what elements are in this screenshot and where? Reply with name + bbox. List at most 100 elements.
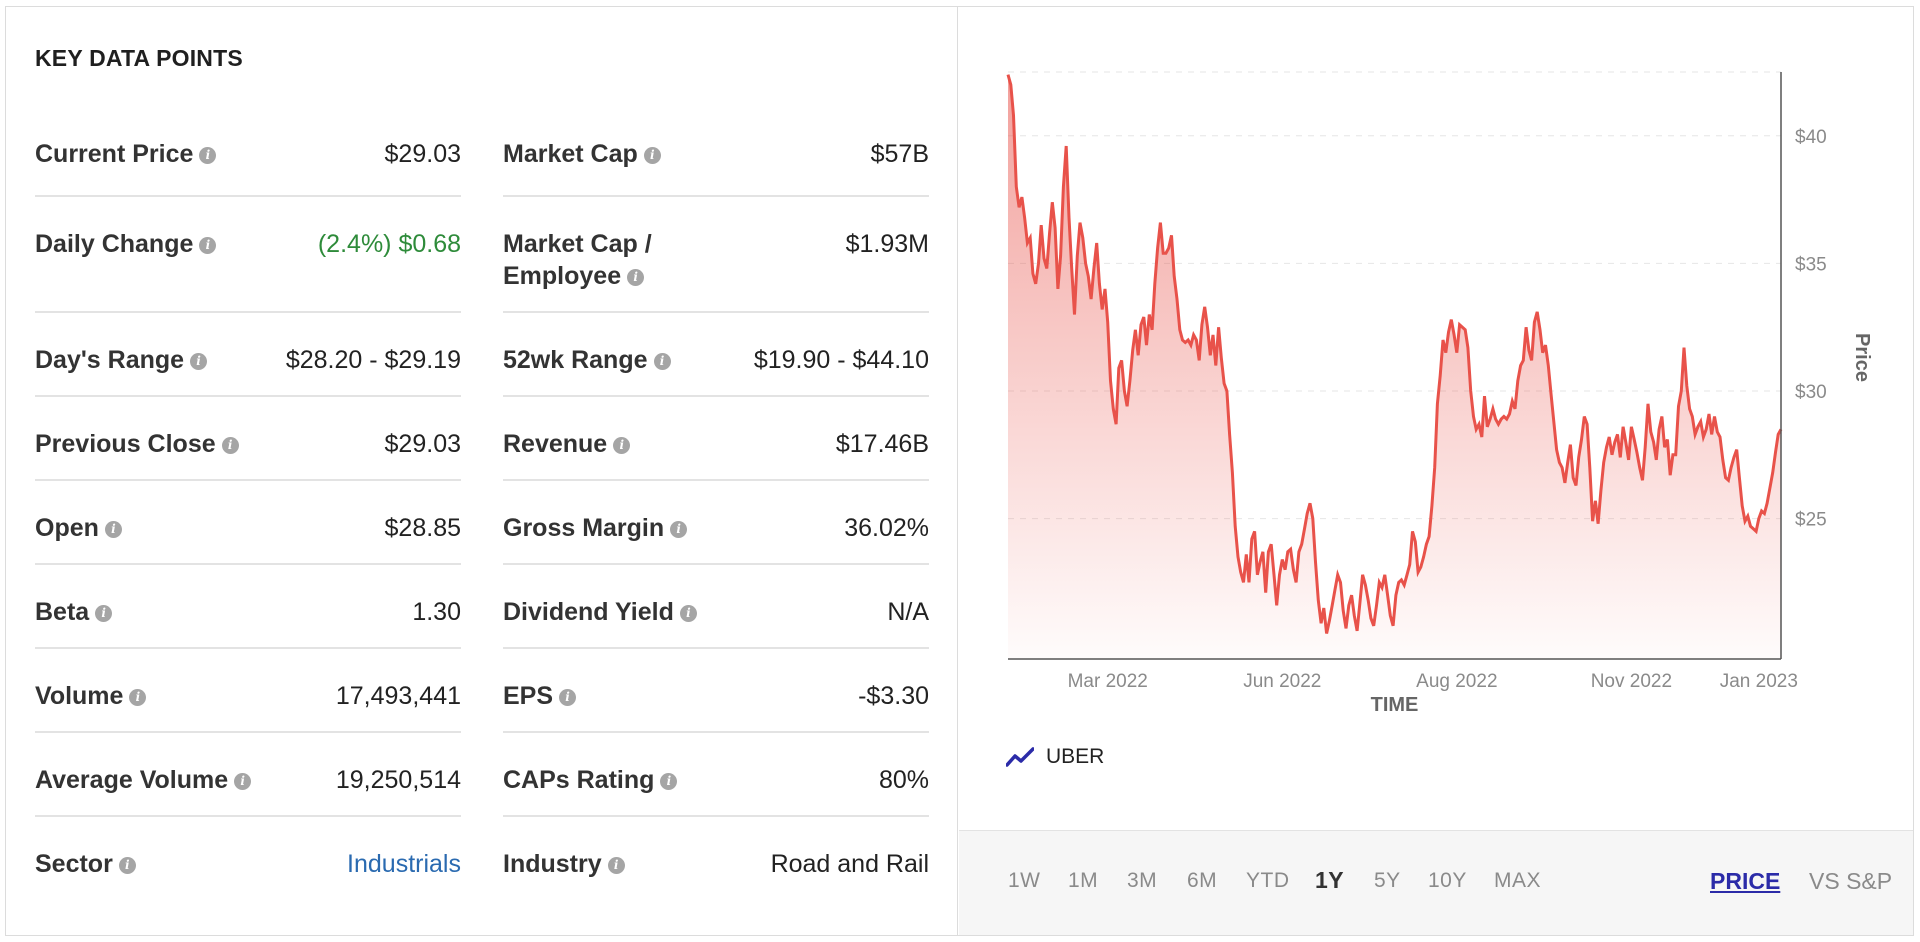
value: $1.93M bbox=[845, 230, 929, 258]
value: 36.02% bbox=[844, 514, 929, 542]
trend-line-icon bbox=[1006, 747, 1034, 767]
info-icon[interactable]: i bbox=[613, 437, 631, 454]
row-caps-rating: CAPs Rating i 80% bbox=[503, 733, 929, 817]
info-icon[interactable]: i bbox=[129, 689, 147, 706]
range-max-button[interactable]: MAX bbox=[1494, 869, 1542, 892]
value: $17.46B bbox=[835, 430, 929, 458]
chart-legend[interactable]: UBER bbox=[1006, 745, 1104, 769]
range-1m-button[interactable]: 1M bbox=[1068, 869, 1099, 892]
y-tick-label: $25 bbox=[1795, 510, 1827, 531]
info-icon[interactable]: i bbox=[679, 605, 697, 622]
info-icon[interactable]: i bbox=[199, 237, 217, 254]
row-market-cap-per-employee: Market Cap / Employee i $1.93M bbox=[503, 197, 929, 313]
label: Sector i bbox=[35, 848, 136, 880]
label: 52wk Range i bbox=[503, 344, 671, 376]
label: EPS i bbox=[503, 680, 577, 712]
key-data-panel: KEY DATA POINTS Current Price i $29.03 Da… bbox=[6, 7, 958, 935]
range-1w-button[interactable]: 1W bbox=[1008, 869, 1041, 892]
info-icon[interactable]: i bbox=[559, 689, 577, 706]
label: Industry i bbox=[503, 848, 625, 880]
value: $29.03 bbox=[384, 430, 461, 458]
row-dividend-yield: Dividend Yield i N/A bbox=[503, 565, 929, 649]
row-open: Open i $28.85 bbox=[35, 481, 461, 565]
info-icon[interactable]: i bbox=[190, 353, 208, 370]
row-days-range: Day's Range i $28.20 - $29.19 bbox=[35, 313, 461, 397]
x-tick-label: Jan 2023 bbox=[1720, 671, 1798, 692]
value: 80% bbox=[878, 766, 929, 794]
range-6m-button[interactable]: 6M bbox=[1187, 869, 1218, 892]
range-ytd-button[interactable]: YTD bbox=[1246, 869, 1290, 892]
range-selector-bar: 1W 1M 3M 6M YTD 1Y 5Y 10Y MAX PRICE VS S… bbox=[959, 830, 1913, 935]
value: -$3.30 bbox=[858, 682, 929, 710]
value: Road and Rail bbox=[770, 850, 929, 878]
info-icon[interactable]: i bbox=[199, 147, 217, 164]
price-area bbox=[1008, 74, 1781, 660]
info-icon[interactable]: i bbox=[95, 605, 113, 622]
daily-change-value: (2.4%) $0.68 bbox=[317, 230, 461, 258]
info-icon[interactable]: i bbox=[104, 521, 122, 538]
y-tick-label: $30 bbox=[1795, 382, 1827, 403]
row-market-cap: Market Cap i $57B bbox=[503, 107, 929, 197]
label: Average Volume i bbox=[35, 764, 252, 796]
x-tick-label: Jun 2022 bbox=[1243, 671, 1321, 692]
x-tick-label: Aug 2022 bbox=[1416, 671, 1497, 692]
row-sector: Sector i Industrials bbox=[35, 817, 461, 901]
info-icon[interactable]: i bbox=[118, 857, 136, 874]
x-axis-label: TIME bbox=[1371, 694, 1419, 716]
price-mode-button[interactable]: PRICE bbox=[1710, 868, 1781, 894]
value: 17,493,441 bbox=[335, 682, 461, 710]
price-line bbox=[1006, 74, 1783, 634]
info-icon[interactable]: i bbox=[653, 353, 671, 370]
label: Day's Range i bbox=[35, 344, 208, 376]
label: Revenue i bbox=[503, 428, 631, 460]
range-3m-button[interactable]: 3M bbox=[1127, 869, 1158, 892]
row-gross-margin: Gross Margin i 36.02% bbox=[503, 481, 929, 565]
value: 1.30 bbox=[412, 598, 461, 626]
value: N/A bbox=[887, 598, 929, 626]
section-title: KEY DATA POINTS bbox=[35, 45, 243, 71]
x-tick-label: Mar 2022 bbox=[1068, 671, 1148, 692]
label: Current Price i bbox=[35, 138, 217, 170]
value: 19,250,514 bbox=[335, 766, 461, 794]
left-data-column: Current Price i $29.03 Daily Change i (2.4… bbox=[35, 107, 461, 901]
label: Market Cap / Employee i bbox=[503, 230, 652, 290]
row-eps: EPS i -$3.30 bbox=[503, 649, 929, 733]
info-icon[interactable]: i bbox=[221, 437, 239, 454]
value: $29.03 bbox=[384, 140, 461, 168]
range-10y-button[interactable]: 10Y bbox=[1428, 869, 1467, 892]
row-52wk-range: 52wk Range i $19.90 - $44.10 bbox=[503, 313, 929, 397]
range-1y-button[interactable]: 1Y bbox=[1315, 867, 1345, 893]
info-icon[interactable]: i bbox=[660, 773, 678, 790]
label: Previous Close i bbox=[35, 428, 239, 460]
y-tick-label: $35 bbox=[1795, 254, 1827, 275]
value: $28.20 - $29.19 bbox=[285, 346, 461, 374]
row-previous-close: Previous Close i $29.03 bbox=[35, 397, 461, 481]
info-icon[interactable]: i bbox=[234, 773, 252, 790]
info-icon[interactable]: i bbox=[627, 269, 645, 286]
row-average-volume: Average Volume i 19,250,514 bbox=[35, 733, 461, 817]
label: CAPs Rating i bbox=[503, 764, 678, 796]
label: Gross Margin i bbox=[503, 512, 688, 544]
legend-label: UBER bbox=[1046, 745, 1105, 768]
row-current-price: Current Price i $29.03 bbox=[35, 107, 461, 197]
label: Daily Change i bbox=[35, 228, 217, 260]
price-chart[interactable]: $25 $30 $35 $40 Mar 2022 Jun 2022 Aug 2022 Nov … bbox=[959, 7, 1913, 767]
info-icon[interactable]: i bbox=[670, 521, 688, 538]
info-icon[interactable]: i bbox=[643, 147, 661, 164]
vs-sp-mode-button[interactable]: VS S&P bbox=[1809, 868, 1893, 894]
chart-panel: $25 $30 $35 $40 Mar 2022 Jun 2022 Aug 2022 Nov … bbox=[959, 7, 1913, 935]
info-icon[interactable]: i bbox=[607, 857, 625, 874]
row-revenue: Revenue i $17.46B bbox=[503, 397, 929, 481]
sector-link[interactable]: Industrials bbox=[347, 850, 461, 878]
range-5y-button[interactable]: 5Y bbox=[1374, 869, 1401, 892]
x-tick-label: Nov 2022 bbox=[1591, 671, 1672, 692]
value: $19.90 - $44.10 bbox=[753, 346, 929, 374]
y-tick-label: $40 bbox=[1795, 127, 1827, 148]
label: Beta i bbox=[35, 596, 113, 628]
right-data-column: Market Cap i $57B Market Cap / Employee i $… bbox=[503, 107, 929, 901]
row-daily-change: Daily Change i (2.4%) $0.68 bbox=[35, 197, 461, 313]
label: Open i bbox=[35, 512, 122, 544]
label: Dividend Yield i bbox=[503, 596, 697, 628]
row-volume: Volume i 17,493,441 bbox=[35, 649, 461, 733]
key-data-card: KEY DATA POINTS Current Price i $29.03 Da… bbox=[5, 6, 1914, 936]
